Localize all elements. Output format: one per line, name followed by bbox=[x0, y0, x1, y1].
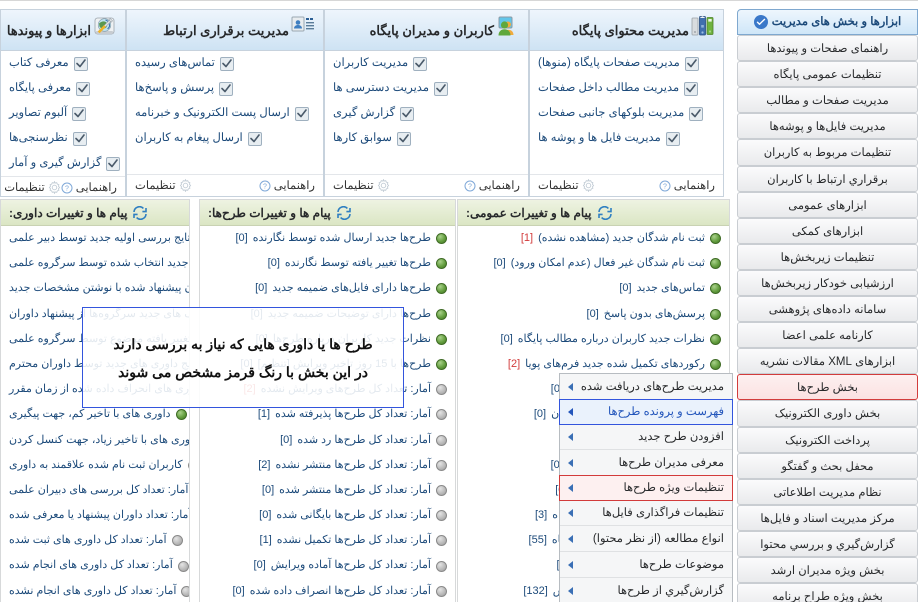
svg-text:?: ? bbox=[663, 183, 667, 190]
svg-text:?: ? bbox=[263, 183, 267, 190]
svg-text:?: ? bbox=[468, 183, 472, 190]
svg-text:?: ? bbox=[65, 185, 69, 192]
